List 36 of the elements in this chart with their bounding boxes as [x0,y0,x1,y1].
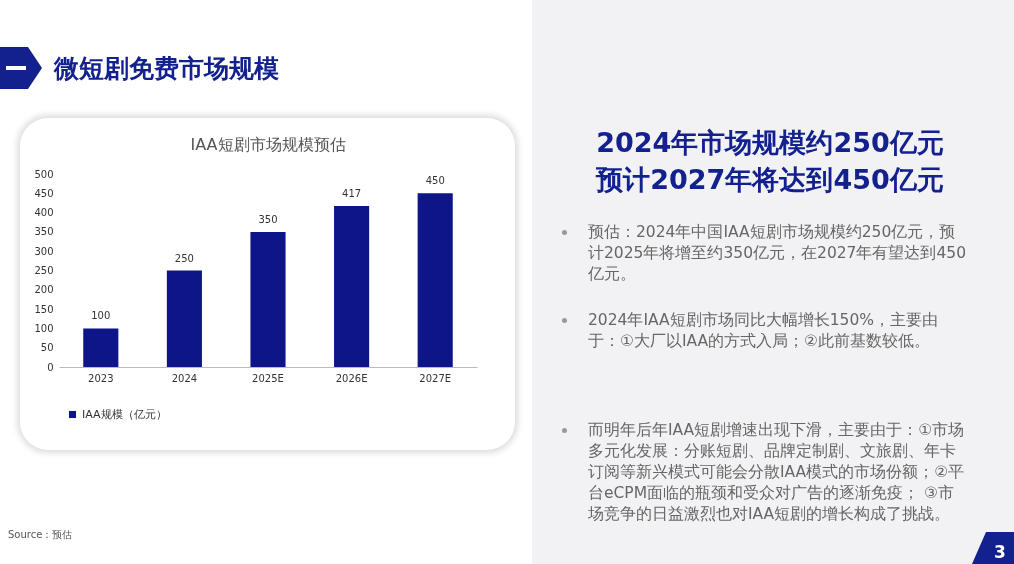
y-tick-label: 300 [34,245,54,257]
bar [166,270,202,367]
y-tick-label: 0 [47,361,54,373]
chart-title: IAA短剧市场规模预估 [190,135,346,154]
text: 3 [994,542,1006,562]
y-tick-label: 200 [34,284,54,296]
y-tick-label: 400 [34,207,54,219]
x-tick-label: 2025E [252,372,284,384]
y-tick-label: 50 [40,342,54,354]
bar [250,231,286,367]
y-tick-label: 150 [34,303,54,315]
text: 2024年IAA短剧市场同比大幅增长150%，主要由于：①大厂以IAA的方式入局；②此前基数较低。 [588,310,939,352]
x-tick-label: 2024 [171,372,198,384]
x-tick-label: 2027E [419,372,452,384]
text: 而明年后年IAA短剧增速出现下滑，主要由于：①市场多元化发展：分账短剧、品牌定制剧、文旅剧、年卡订阅等新兴模式可能会分散IAA模式的市场份额；②平台eCPM面临的瓶颈和受众对广告的逐渐免疫； ③市场竞争的日益激烈也对IAA短剧的增长构成了挑战。 [588,420,966,525]
text: 微短剧免费市场规模 [54,53,279,85]
x-tick-label: 2026E [335,372,368,384]
text: 预估：2024年中国IAA短剧市场规模约250亿元，预计2025年将增至约350亿元，在2027年有望达到450亿元。 [588,222,968,285]
bar [334,206,370,367]
y-tick-label: 100 [34,322,54,334]
y-tick-label: 250 [34,265,54,276]
y-tick-label: 450 [34,187,54,199]
source-note: Source：预估 [8,528,73,542]
data-label: 350 [258,213,278,225]
data-label: 100 [91,310,111,322]
text: 预计2027年将达到450亿元 [594,163,945,197]
x-tick-label: 2023 [88,372,114,384]
bar [417,193,453,367]
bar [83,328,119,367]
y-tick-label: 350 [34,226,54,238]
y-tick-label: 500 [34,168,54,180]
data-label: 250 [174,252,194,264]
data-label: 450 [425,175,445,187]
legend-label: IAA规模（亿元） [82,407,167,421]
data-label: 417 [342,188,362,200]
text: 2024年市场规模约250亿元 [595,126,945,160]
